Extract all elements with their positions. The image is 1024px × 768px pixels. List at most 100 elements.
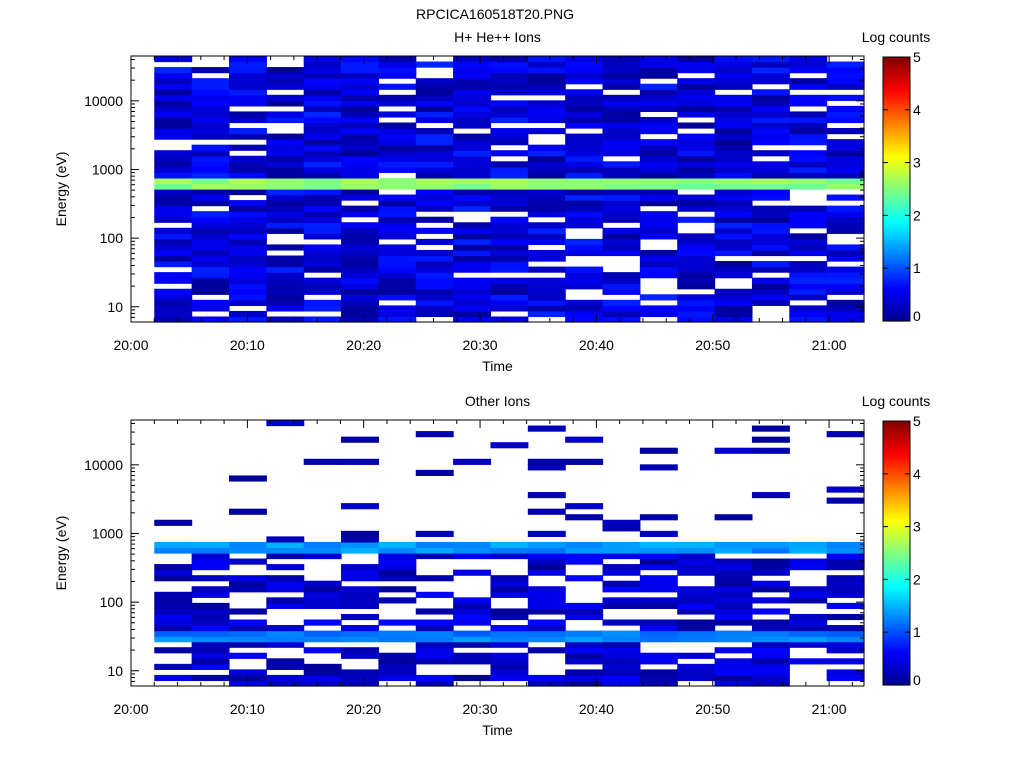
heatmap-cell	[639, 261, 678, 268]
heatmap-cell	[415, 200, 454, 207]
heatmap-cell	[602, 305, 641, 312]
heatmap-cell	[826, 283, 865, 290]
heatmap-cell	[826, 211, 865, 218]
heatmap-cell	[154, 272, 193, 279]
heatmap-cell	[415, 608, 454, 615]
heatmap-cell	[677, 608, 716, 615]
heatmap-cell	[154, 183, 193, 190]
colorbar-step	[883, 597, 910, 600]
heatmap-cell	[453, 630, 492, 637]
colorbar-step	[883, 127, 910, 131]
colorbar-step	[883, 566, 910, 569]
heatmap-cell	[228, 72, 267, 79]
colorbar-step	[883, 85, 910, 89]
heatmap-cell	[565, 100, 604, 107]
heatmap-cell	[154, 244, 193, 251]
heatmap-cell	[527, 116, 566, 124]
heatmap-cell	[639, 61, 678, 68]
heatmap-cell	[378, 294, 417, 301]
heatmap-cell	[303, 674, 342, 682]
heatmap-cell	[154, 591, 193, 598]
heatmap-cell	[639, 233, 678, 240]
heatmap-cell	[714, 630, 753, 637]
heatmap-cell	[527, 586, 566, 593]
colorbar-step	[883, 625, 910, 629]
heatmap-cell	[303, 122, 342, 129]
heatmap-cell	[714, 244, 753, 251]
colorbar-step	[883, 79, 910, 82]
heatmap-cell	[751, 72, 790, 79]
colorbar-step	[883, 436, 910, 440]
heatmap-cell	[303, 249, 342, 257]
heatmap-cell	[565, 105, 604, 113]
heatmap-cell	[751, 227, 790, 234]
heatmap-cell	[490, 608, 529, 615]
heatmap-cell	[751, 205, 790, 212]
y-axis-label: Energy (eV)	[53, 152, 69, 227]
heatmap-cell	[677, 299, 716, 306]
heatmap-cell	[677, 663, 716, 670]
heatmap-cell	[714, 591, 753, 598]
heatmap-cell	[639, 194, 678, 201]
heatmap-cell	[490, 255, 529, 262]
heatmap-cell	[789, 636, 828, 643]
heatmap-cell	[751, 288, 790, 295]
heatmap-cell	[789, 249, 828, 257]
heatmap-cell	[714, 128, 753, 135]
colorbar-step	[883, 513, 910, 517]
heatmap-cell	[490, 172, 529, 179]
heatmap-cell	[266, 216, 305, 223]
colorbar-step	[883, 561, 910, 565]
heatmap-cell	[565, 272, 604, 279]
colorbar-step	[883, 279, 910, 282]
heatmap-cell	[751, 647, 790, 654]
colorbar-step	[883, 456, 910, 459]
heatmap-cell	[527, 305, 566, 312]
heatmap-cell	[415, 78, 454, 85]
heatmap-cell	[266, 244, 305, 251]
heatmap-cell	[191, 299, 230, 306]
colorbar-step	[883, 469, 910, 473]
heatmap-cell	[527, 630, 566, 637]
heatmap-cell	[453, 111, 492, 118]
heatmap-cell	[602, 249, 641, 257]
heatmap-cell	[677, 194, 716, 201]
heatmap-cell	[341, 172, 379, 179]
heatmap-cell	[191, 211, 230, 218]
heatmap-cell	[639, 255, 678, 262]
heatmap-cell	[191, 591, 230, 598]
colorbar-step	[883, 535, 910, 539]
heatmap-cell	[341, 89, 379, 96]
heatmap-cell	[303, 266, 342, 273]
heatmap-cell	[677, 67, 716, 74]
colorbar-step	[883, 191, 910, 194]
heatmap-cell	[677, 558, 716, 565]
heatmap-cell	[228, 94, 267, 101]
colorbar-step	[883, 634, 910, 638]
heatmap-cell	[266, 564, 305, 571]
heatmap-cell	[639, 674, 678, 682]
colorbar-step	[883, 303, 910, 307]
colorbar-step	[883, 676, 910, 679]
colorbar-step	[883, 239, 910, 243]
x-tick-label: 20:10	[230, 337, 265, 353]
heatmap-cell	[789, 641, 828, 648]
heatmap-cell	[303, 619, 342, 626]
heatmap-cell	[677, 144, 716, 151]
heatmap-cell	[490, 189, 529, 196]
heatmap-cell	[341, 177, 379, 185]
colorbar-tick-label: 1	[913, 624, 921, 640]
heatmap-cell	[527, 299, 566, 306]
colorbar-step	[883, 449, 910, 453]
heatmap-cell	[826, 78, 865, 85]
heatmap-cell	[266, 177, 305, 185]
heatmap-cell	[303, 663, 342, 670]
heatmap-cell	[565, 680, 604, 687]
heatmap-cell	[228, 61, 267, 68]
heatmap-cell	[639, 447, 678, 454]
colorbar-step	[883, 674, 910, 677]
colorbar: 0 1 2 3 4 5 Log counts	[862, 29, 931, 324]
heatmap-cell	[565, 613, 604, 621]
heatmap-cell	[415, 205, 454, 212]
heatmap-cell	[191, 244, 230, 251]
